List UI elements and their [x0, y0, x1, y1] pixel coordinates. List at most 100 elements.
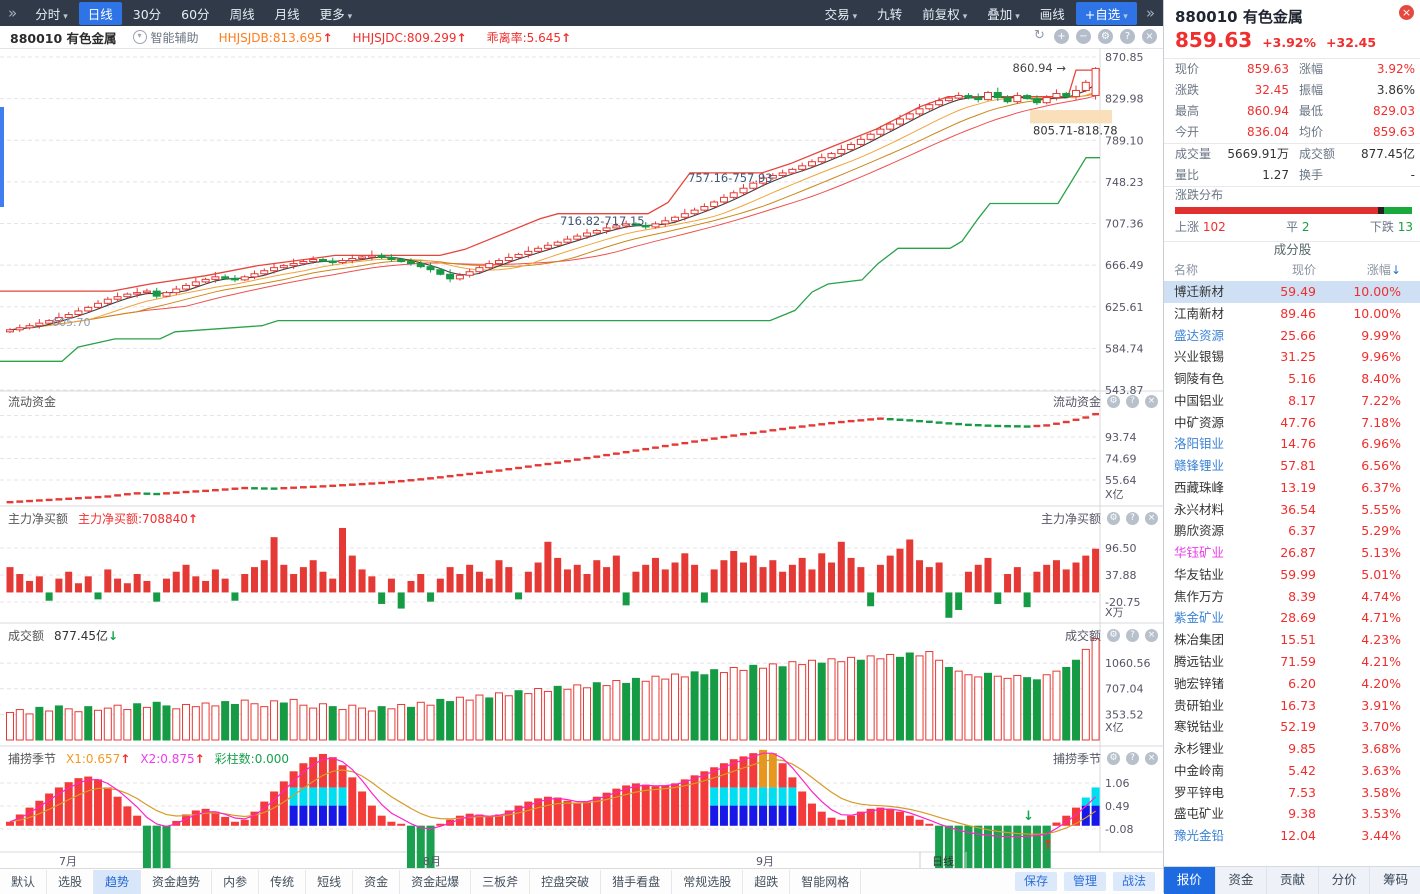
smart-assist-toggle[interactable]: ▾ 智能辅助 — [132, 29, 199, 46]
close-icon[interactable]: × — [1145, 629, 1158, 642]
quote-panel-tabs: 报价 资金 贡献 分价 筹码 — [1164, 866, 1420, 894]
timeframe-tab-更多[interactable]: 更多 ▾ — [319, 6, 353, 22]
constituent-row[interactable]: 寒锐钴业 52.19 3.70% — [1164, 716, 1420, 738]
timeframe-tab-日线[interactable]: 日线 — [78, 1, 122, 25]
strategy-tab-常规选股[interactable]: 常规选股 — [672, 869, 744, 894]
constituent-row[interactable]: 中金岭南 5.42 3.63% — [1164, 760, 1420, 782]
constituent-row[interactable]: 兴业银锡 31.25 9.96% — [1164, 346, 1420, 368]
constituent-row[interactable]: 紫金矿业 28.69 4.71% — [1164, 607, 1420, 629]
strategy-tab-三板斧[interactable]: 三板斧 — [471, 869, 531, 894]
close-icon[interactable]: × — [1145, 512, 1158, 525]
toolbar-button-+自选[interactable]: +自选 ▾ — [1075, 1, 1137, 25]
toolbar-button-交易[interactable]: 交易 ▾ — [824, 6, 858, 22]
constituent-row[interactable]: 博迁新材 59.49 10.00% — [1164, 281, 1420, 303]
svg-text:96.50: 96.50 — [1105, 542, 1137, 555]
constituent-row[interactable]: 铜陵有色 5.16 8.40% — [1164, 368, 1420, 390]
constituent-row[interactable]: 贵研铂业 16.73 3.91% — [1164, 695, 1420, 717]
collapse-left-icon[interactable]: » — [8, 4, 18, 22]
close-icon[interactable]: × — [1399, 5, 1414, 20]
constituent-row[interactable]: 驰宏锌锗 6.20 4.20% — [1164, 673, 1420, 695]
panel-tab-贡献[interactable]: 贡献 — [1266, 867, 1318, 894]
constituent-row[interactable]: 罗平锌电 7.53 3.58% — [1164, 782, 1420, 804]
toolbar-button-画线[interactable]: 画线 — [1039, 6, 1065, 22]
help-icon[interactable]: ? — [1120, 29, 1135, 44]
panel-tab-资金[interactable]: 资金 — [1214, 867, 1267, 894]
help-icon[interactable]: ? — [1126, 752, 1139, 765]
constituent-row[interactable]: 中国铝业 8.17 7.22% — [1164, 390, 1420, 412]
timeframe-tab-分时[interactable]: 分时 ▾ — [35, 6, 68, 22]
col-change[interactable]: 涨幅↓ — [1366, 263, 1401, 277]
constituent-row[interactable]: 鹏欣资源 6.37 5.29% — [1164, 520, 1420, 542]
constituent-row[interactable]: 西藏珠峰 13.19 6.37% — [1164, 477, 1420, 499]
settings-icon[interactable]: ⚙ — [1107, 512, 1120, 525]
strategy-tab-传统[interactable]: 传统 — [259, 869, 307, 894]
strategy-tab-趋势[interactable]: 趋势 — [94, 869, 142, 894]
strategy-tab-资金[interactable]: 资金 — [353, 869, 401, 894]
button-管理[interactable]: 管理 — [1063, 872, 1106, 891]
strategy-tab-控盘突破[interactable]: 控盘突破 — [530, 869, 602, 894]
close-icon[interactable]: × — [1145, 752, 1158, 765]
timeframe-tab-月线[interactable]: 月线 — [274, 6, 300, 22]
stock-price: 31.25 — [1280, 349, 1316, 365]
panel-tab-筹码[interactable]: 筹码 — [1369, 867, 1420, 894]
timeframe-tab-60分[interactable]: 60分 — [181, 6, 210, 22]
strategy-tab-选股[interactable]: 选股 — [47, 869, 95, 894]
constituent-row[interactable]: 华友钴业 59.99 5.01% — [1164, 564, 1420, 586]
constituent-row[interactable]: 豫光金铅 12.04 3.44% — [1164, 825, 1420, 847]
button-保存[interactable]: 保存 — [1014, 872, 1057, 891]
help-icon[interactable]: ? — [1126, 512, 1139, 525]
constituent-row[interactable]: 株冶集团 15.51 4.23% — [1164, 629, 1420, 651]
timeframe-tab-30分[interactable]: 30分 — [132, 6, 162, 22]
constituent-row[interactable]: 江南新材 89.46 10.00% — [1164, 303, 1420, 325]
strategy-tab-资金趋势[interactable]: 资金趋势 — [141, 869, 213, 894]
constituent-row[interactable]: 盛达资源 25.66 9.99% — [1164, 325, 1420, 347]
price-chart-canvas[interactable]: 870.85 829.98 789.10 748.23 707.36 666.49 625.… — [0, 48, 1163, 868]
constituent-row[interactable]: 盛屯矿业 9.38 3.53% — [1164, 803, 1420, 825]
button-战法[interactable]: 战法 — [1112, 872, 1155, 891]
constituent-row[interactable]: 永杉锂业 9.85 3.68% — [1164, 738, 1420, 760]
constituent-row[interactable]: 腾远钴业 71.59 4.21% — [1164, 651, 1420, 673]
constituent-row[interactable]: 赣锋锂业 57.81 6.56% — [1164, 455, 1420, 477]
zoom-in-icon[interactable]: + — [1054, 29, 1069, 44]
stock-price: 6.20 — [1288, 675, 1316, 691]
strategy-tab-资金起爆[interactable]: 资金起爆 — [400, 869, 472, 894]
panel-tab-报价[interactable]: 报价 — [1164, 867, 1215, 894]
collapse-right-icon[interactable]: » — [1145, 4, 1155, 22]
settings-icon[interactable]: ⚙ — [1107, 752, 1120, 765]
strategy-tab-超跌[interactable]: 超跌 — [743, 869, 791, 894]
zoom-out-icon[interactable]: − — [1076, 29, 1091, 44]
strategy-tab-智能网格[interactable]: 智能网格 — [790, 869, 862, 894]
stat-label: 振幅 — [1299, 83, 1324, 97]
panel-tab-分价[interactable]: 分价 — [1317, 867, 1370, 894]
strategy-tab-内参[interactable]: 内参 — [212, 869, 260, 894]
help-icon[interactable]: ? — [1126, 395, 1139, 408]
settings-icon[interactable]: ⚙ — [1107, 395, 1120, 408]
toolbar-button-叠加[interactable]: 叠加 ▾ — [987, 6, 1020, 22]
toolbar-button-前复权[interactable]: 前复权 ▾ — [922, 6, 968, 22]
help-icon[interactable]: ? — [1126, 629, 1139, 642]
settings-icon[interactable]: ⚙ — [1098, 29, 1113, 44]
close-icon[interactable]: × — [1142, 29, 1157, 44]
col-name[interactable]: 名称 — [1174, 263, 1199, 277]
col-price[interactable]: 现价 — [1291, 263, 1316, 277]
indicator-label-part: 彩柱数:0.000 — [214, 752, 290, 766]
constituent-row[interactable]: 永兴材料 36.54 5.55% — [1164, 499, 1420, 521]
close-icon[interactable]: × — [1145, 395, 1158, 408]
toolbar-button-九转[interactable]: 九转 — [877, 6, 903, 22]
stock-change: 7.18% — [1361, 414, 1401, 430]
constituent-row[interactable]: 洛阳钼业 14.76 6.96% — [1164, 433, 1420, 455]
strategy-tab-短线[interactable]: 短线 — [306, 869, 354, 894]
stock-price: 36.54 — [1280, 501, 1316, 517]
price-row: 859.63 +3.92% +32.45 — [1175, 28, 1413, 52]
settings-icon[interactable]: ⚙ — [1107, 629, 1120, 642]
constituent-row[interactable]: 华钰矿业 26.87 5.13% — [1164, 542, 1420, 564]
timeframe-tab-周线[interactable]: 周线 — [229, 6, 255, 22]
strategy-tab-默认[interactable]: 默认 — [0, 869, 48, 894]
stock-price: 28.69 — [1280, 610, 1316, 626]
high-price-label: 860.94 → — [1012, 61, 1066, 75]
refresh-icon[interactable]: ↻ — [1034, 28, 1045, 43]
constituent-row[interactable]: 中矿资源 47.76 7.18% — [1164, 412, 1420, 434]
constituent-row[interactable]: 焦作万方 8.39 4.74% — [1164, 586, 1420, 608]
strategy-tab-猎手看盘[interactable]: 猎手看盘 — [601, 869, 673, 894]
sell-signal-arrow-icon: ↓ — [1023, 809, 1034, 824]
